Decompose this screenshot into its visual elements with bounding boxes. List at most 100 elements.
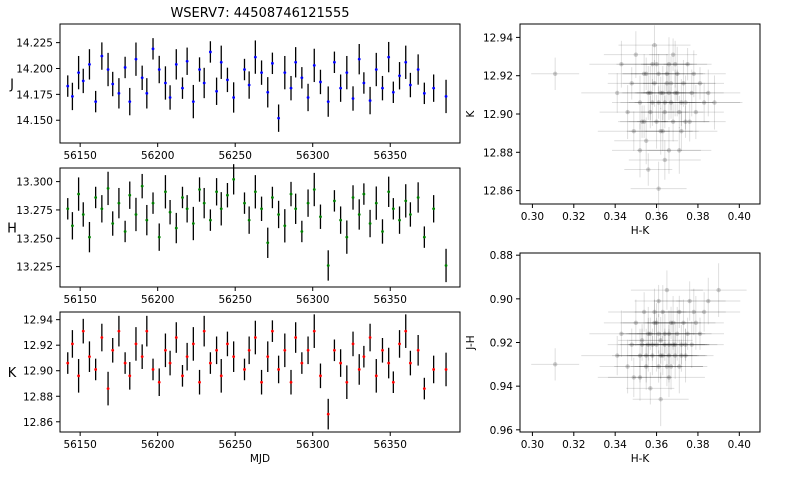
h-lightcurve-marker bbox=[71, 224, 74, 228]
h-lightcurve-xtick-label: 56350 bbox=[374, 294, 407, 306]
h-lightcurve-point bbox=[145, 204, 149, 236]
k-lightcurve-marker bbox=[100, 336, 104, 339]
j-lightcurve-point bbox=[66, 75, 70, 97]
k-vs-hk-marker bbox=[685, 62, 690, 67]
jh-vs-hk-point bbox=[632, 324, 705, 365]
h-lightcurve-point bbox=[100, 195, 104, 223]
k-lightcurve-point bbox=[243, 358, 246, 381]
k-lightcurve-marker bbox=[306, 348, 310, 352]
k-lightcurve-marker bbox=[277, 368, 281, 371]
h-lightcurve-point bbox=[381, 219, 384, 244]
jh-vs-hk-marker bbox=[662, 331, 668, 336]
h-lightcurve-marker bbox=[432, 207, 436, 211]
k-vs-hk-point bbox=[612, 75, 668, 130]
k-lightcurve-marker bbox=[202, 329, 206, 333]
k-vs-hk-marker bbox=[677, 109, 682, 115]
jh-vs-hk-marker bbox=[656, 364, 661, 369]
k-lightcurve-point bbox=[106, 371, 110, 406]
k-vs-hk-xtick-label: 0.32 bbox=[562, 211, 585, 223]
k-vs-hk-xtick-label: 0.38 bbox=[686, 211, 709, 223]
h-lightcurve-marker bbox=[422, 235, 426, 239]
k-vs-hk-point bbox=[626, 111, 699, 152]
jh-vs-hk-point bbox=[626, 372, 675, 405]
k-vs-hk-marker bbox=[654, 119, 659, 124]
jh-vs-hk-point bbox=[620, 317, 677, 372]
h-lightcurve-point bbox=[404, 184, 408, 218]
h-lightcurve-point bbox=[81, 202, 85, 227]
j-lightcurve-point bbox=[215, 77, 218, 105]
j-lightcurve-marker bbox=[391, 90, 395, 94]
k-vs-hk-marker bbox=[648, 109, 653, 115]
j-lightcurve-marker bbox=[432, 86, 436, 90]
j-lightcurve-point bbox=[232, 82, 236, 113]
k-vs-hk-marker bbox=[662, 109, 668, 115]
jh-vs-hk-point bbox=[645, 296, 702, 350]
j-lightcurve-marker bbox=[111, 82, 115, 86]
k-lightcurve-ytick-label: 12.90 bbox=[23, 366, 53, 378]
j-lightcurve-point bbox=[168, 85, 172, 110]
j-lightcurve-marker bbox=[123, 66, 127, 69]
jh-vs-hk-point bbox=[690, 263, 747, 317]
k-vs-hk-point bbox=[643, 56, 700, 111]
k-vs-hk-marker bbox=[658, 90, 663, 96]
jh-vs-hk-marker bbox=[666, 353, 672, 358]
k-vs-hk-point bbox=[647, 86, 696, 119]
k-vs-hk-point bbox=[599, 85, 656, 140]
k-vs-hk-point bbox=[663, 48, 712, 81]
jh-vs-hk-marker bbox=[646, 331, 651, 336]
j-lightcurve-point bbox=[339, 74, 343, 102]
k-lightcurve-marker bbox=[106, 387, 110, 390]
h-lightcurve-point bbox=[351, 185, 355, 210]
h-lightcurve-marker bbox=[185, 207, 189, 211]
k-lightcurve-point bbox=[339, 349, 343, 377]
h-lightcurve-marker bbox=[164, 190, 167, 194]
h-lightcurve-point bbox=[345, 220, 349, 254]
k-lightcurve-marker bbox=[260, 380, 263, 384]
jh-vs-hk-point bbox=[634, 350, 683, 383]
k-lightcurve-marker bbox=[357, 368, 361, 371]
h-lightcurve-marker bbox=[319, 215, 322, 219]
jh-vs-hk-xtick-label: 0.36 bbox=[645, 439, 669, 451]
k-vs-hk-point bbox=[581, 73, 654, 113]
k-lightcurve-ytick-label: 12.92 bbox=[23, 340, 53, 352]
jh-vs-hk-marker bbox=[650, 342, 655, 347]
jh-vs-hk-marker bbox=[670, 320, 676, 326]
j-lightcurve-point bbox=[198, 57, 201, 82]
k-vs-hk-point bbox=[645, 111, 718, 152]
jh-vs-hk-marker bbox=[641, 309, 647, 315]
j-lightcurve-point bbox=[357, 44, 361, 75]
j-lightcurve-marker bbox=[181, 86, 184, 90]
jh-vs-hk-marker bbox=[664, 364, 670, 369]
k-vs-hk-marker bbox=[652, 81, 657, 86]
k-lightcurve-point bbox=[387, 347, 391, 379]
k-vs-hk-ytick-label: 12.94 bbox=[483, 32, 513, 44]
jh-vs-hk-marker bbox=[648, 331, 653, 336]
jh-vs-hk-point bbox=[655, 295, 704, 329]
k-vs-hk-marker bbox=[662, 100, 668, 105]
h-lightcurve-point bbox=[319, 204, 322, 229]
jh-vs-hk-point bbox=[626, 317, 675, 350]
jh-vs-hk-point bbox=[620, 303, 693, 343]
k-vs-hk-point bbox=[628, 107, 693, 155]
k-vs-hk-point bbox=[630, 63, 703, 104]
h-lightcurve-marker bbox=[174, 226, 178, 230]
jh-vs-hk-marker bbox=[716, 287, 721, 293]
h-lightcurve-point bbox=[191, 206, 195, 241]
k-vs-hk-point bbox=[657, 75, 714, 130]
h-lightcurve-point bbox=[151, 192, 155, 214]
k-lightcurve-point bbox=[333, 339, 336, 362]
k-vs-hk-marker bbox=[687, 119, 692, 124]
jh-vs-hk-marks bbox=[531, 263, 747, 427]
k-vs-hk-point bbox=[628, 82, 701, 123]
h-lightcurve-marker bbox=[191, 222, 195, 225]
jh-vs-hk-marker bbox=[639, 338, 645, 343]
j-lightcurve-point bbox=[374, 52, 378, 87]
h-lightcurve-marker bbox=[306, 201, 310, 205]
k-vs-hk-marker bbox=[633, 52, 639, 57]
k-lightcurve-point bbox=[81, 318, 85, 344]
h-lightcurve-point bbox=[128, 181, 132, 209]
k-lightcurve-marker bbox=[198, 380, 201, 384]
h-lightcurve-marker bbox=[100, 207, 104, 211]
k-lightcurve-marker bbox=[381, 348, 384, 352]
